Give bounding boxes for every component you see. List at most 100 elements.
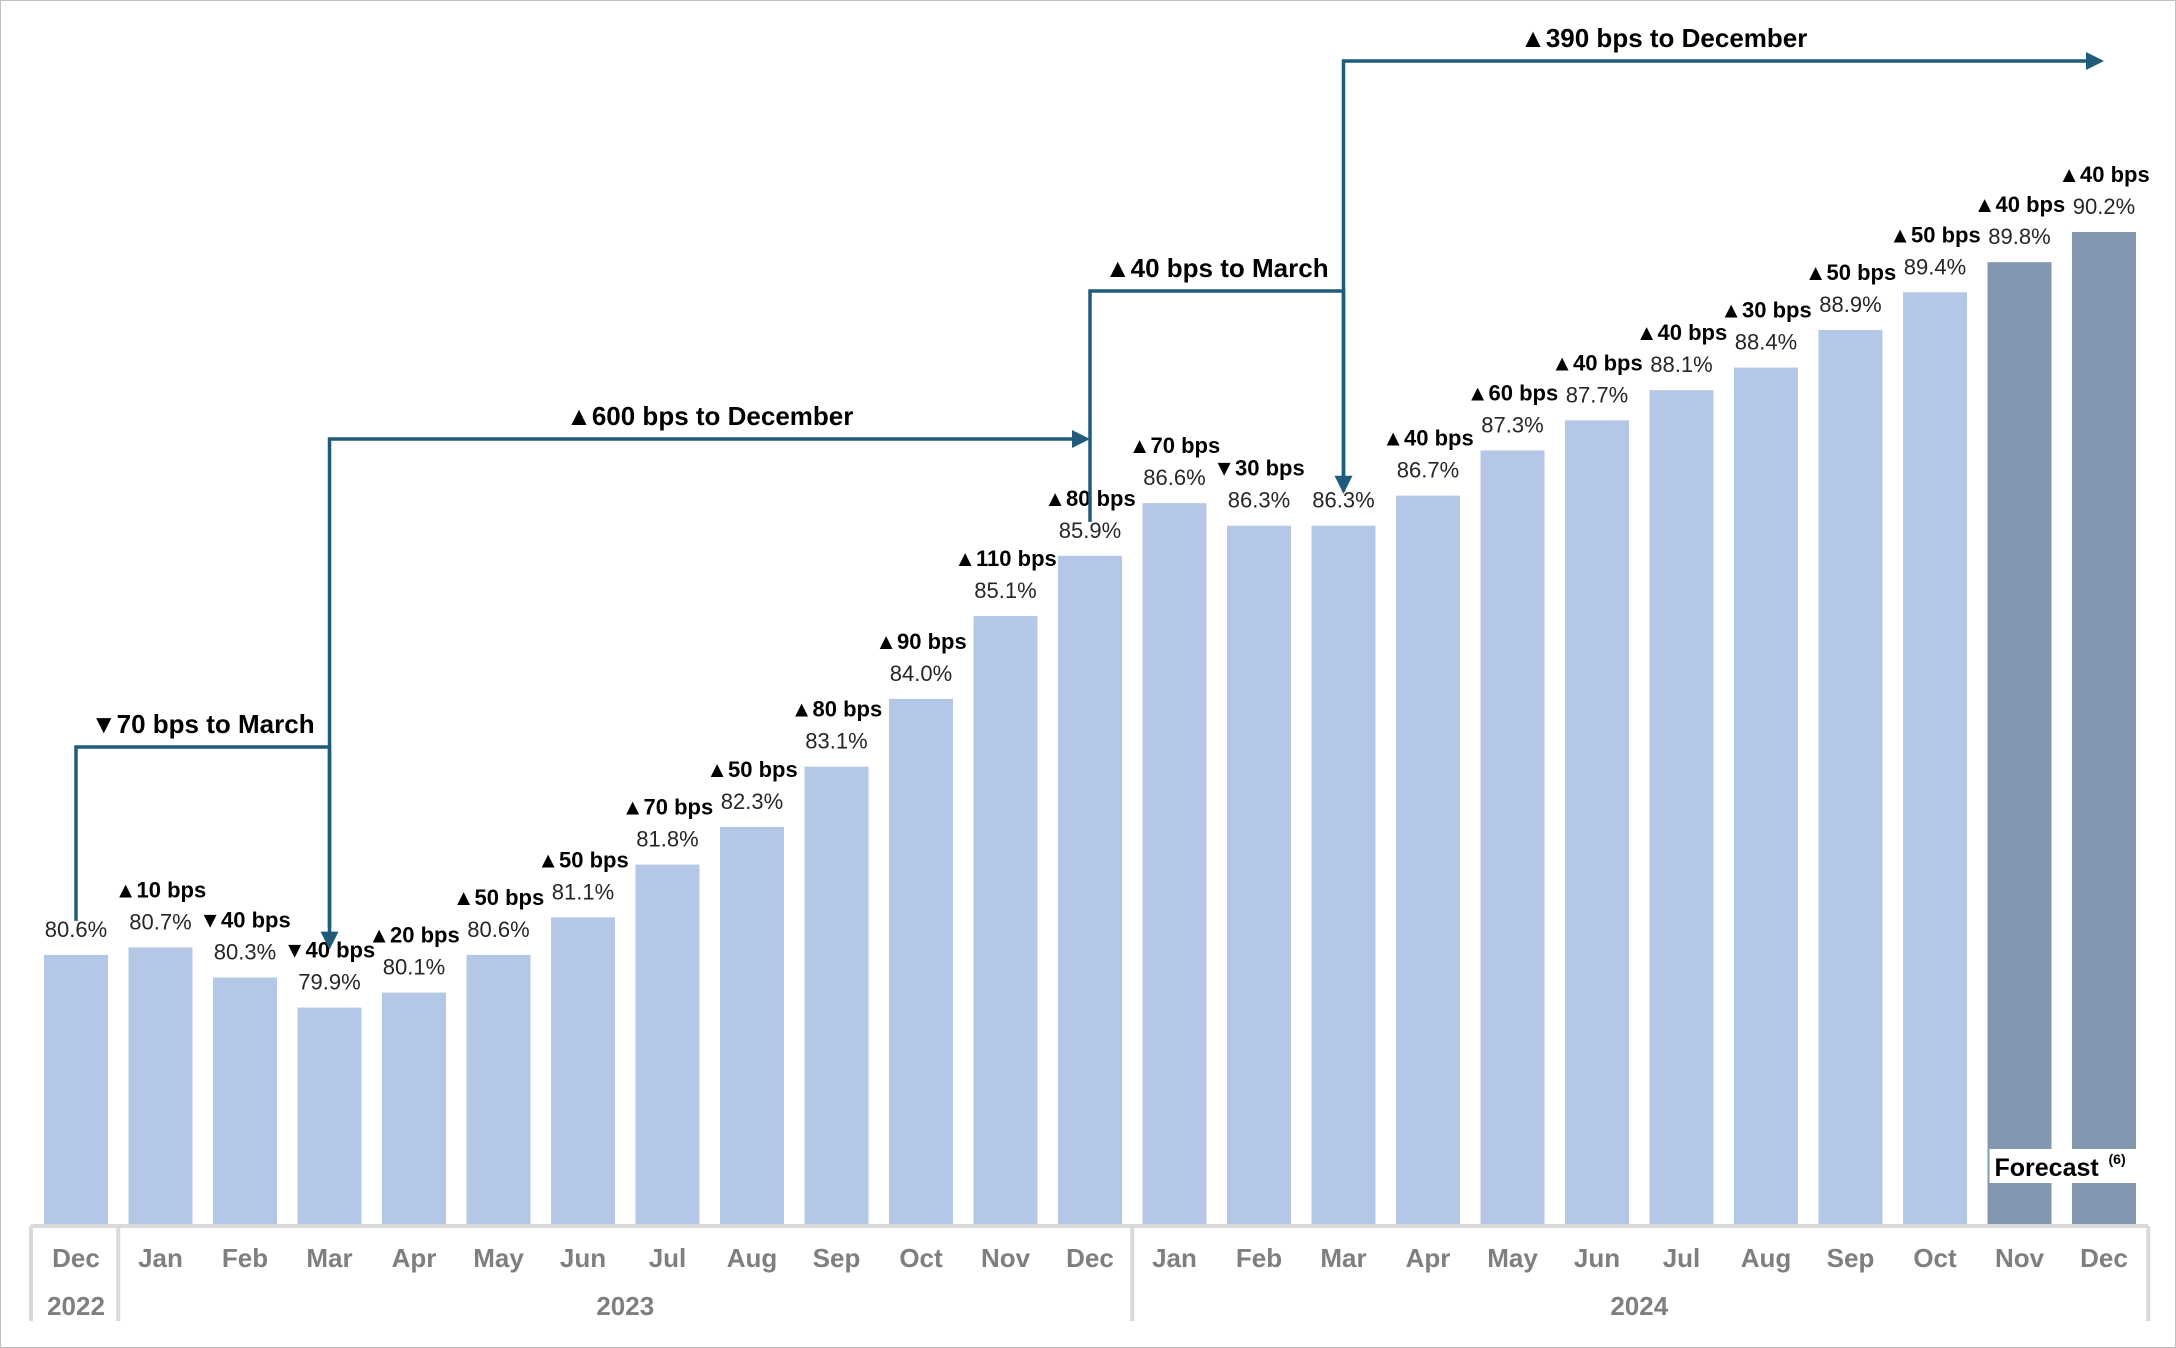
bar	[1396, 495, 1460, 1227]
change-label: ▲60 bps	[1467, 380, 1558, 405]
bar	[44, 954, 108, 1226]
bar	[551, 917, 615, 1226]
annotations-group: ▼70 bps to March ▲600 bps to December ▲40 …	[74, 23, 2104, 950]
x-axis: 2022 2023 2024 Dec Jan Feb Mar Apr May Jun Jul Aug S…	[29, 1224, 2151, 1321]
bar	[1058, 555, 1122, 1226]
change-label: ▲50 bps	[537, 847, 628, 872]
bar	[720, 826, 784, 1226]
bar	[466, 954, 531, 1226]
change-label: ▲10 bps	[115, 877, 206, 902]
value-label: 85.9%	[1059, 518, 1121, 543]
month-tick-label: Nov	[1995, 1243, 2045, 1273]
month-tick-label: Sep	[1827, 1243, 1875, 1273]
value-label: 86.3%	[1228, 488, 1290, 513]
change-label: ▲50 bps	[706, 757, 797, 782]
value-label: 84.0%	[890, 661, 952, 686]
change-label: ▲110 bps	[954, 546, 1057, 571]
value-label: 80.6%	[45, 917, 107, 942]
bracket-annotation-label: ▲600 bps to December	[566, 401, 853, 431]
forecast-badge-bg	[1989, 1149, 2140, 1183]
bracket-annotation-label: ▼70 bps to March	[91, 709, 315, 739]
forecast-bar	[1987, 262, 2052, 1226]
year-label: 2022	[47, 1291, 105, 1321]
month-tick-label: Feb	[222, 1243, 268, 1273]
year-label: 2024	[1610, 1291, 1668, 1321]
change-label: ▲50 bps	[453, 885, 544, 910]
month-tick-label: Mar	[1320, 1243, 1366, 1273]
bracket-arrow-line	[327, 437, 1074, 928]
value-label: 86.6%	[1143, 465, 1205, 490]
month-tick-label: Dec	[1066, 1243, 1114, 1273]
value-label: 88.1%	[1650, 352, 1712, 377]
change-label: ▲40 bps	[2058, 162, 2149, 187]
bracket-annotation-label: ▲40 bps to March	[1105, 253, 1329, 283]
bar	[1565, 420, 1629, 1226]
month-tick-label: Feb	[1236, 1243, 1282, 1273]
bracket-annotation-label: ▲390 bps to December	[1520, 23, 1807, 53]
month-tick-label: Aug	[1741, 1243, 1792, 1273]
value-label: 79.9%	[298, 970, 360, 995]
month-tick-label: Jul	[1663, 1243, 1701, 1273]
change-label: ▼30 bps	[1213, 456, 1304, 481]
change-label: ▲40 bps	[1382, 426, 1473, 451]
month-tick-label: Apr	[1406, 1243, 1451, 1273]
value-label: 80.6%	[467, 917, 529, 942]
bar	[128, 947, 193, 1226]
value-label: 85.1%	[974, 578, 1036, 603]
change-label: ▲30 bps	[1720, 298, 1811, 323]
change-label: ▲40 bps	[1636, 320, 1727, 345]
bars-group	[44, 232, 2136, 1227]
arrow-head	[320, 931, 339, 950]
bar	[1649, 390, 1714, 1226]
forecast-label: Forecast	[1995, 1154, 2100, 1182]
bar	[635, 864, 700, 1226]
value-label: 80.7%	[129, 909, 191, 934]
bar	[1142, 503, 1207, 1226]
value-label: 90.2%	[2073, 194, 2135, 219]
value-label: 86.7%	[1397, 458, 1459, 483]
value-label: 88.9%	[1819, 292, 1881, 317]
month-tick-label: Oct	[1913, 1243, 1957, 1273]
bar	[1311, 525, 1376, 1226]
bar	[973, 616, 1038, 1226]
bar	[213, 977, 277, 1226]
value-label: 87.3%	[1481, 412, 1543, 437]
month-tick-label: Dec	[52, 1243, 100, 1273]
bracket-arrow-line	[1341, 59, 2088, 492]
month-tick-label: Oct	[899, 1243, 943, 1273]
bar	[889, 698, 953, 1226]
year-label: 2023	[596, 1291, 654, 1321]
month-tick-label: Sep	[813, 1243, 861, 1273]
month-tick-label: Jul	[649, 1243, 687, 1273]
bar	[297, 1007, 362, 1226]
month-tick-label: Aug	[727, 1243, 778, 1273]
month-tick-label: Jun	[1574, 1243, 1620, 1273]
value-label: 89.8%	[1988, 224, 2050, 249]
value-label: 89.4%	[1904, 254, 1966, 279]
value-label: 80.1%	[383, 955, 445, 980]
arrow-head	[2086, 52, 2104, 70]
month-tick-label: Jun	[560, 1243, 606, 1273]
value-label: 81.1%	[552, 879, 614, 904]
value-label: 83.1%	[805, 729, 867, 754]
month-tick-label: May	[473, 1243, 524, 1273]
change-label: ▲40 bps	[1551, 350, 1642, 375]
change-label: ▲80 bps	[791, 697, 882, 722]
change-label: ▲90 bps	[875, 629, 966, 654]
forecast-bar	[2072, 232, 2136, 1227]
value-label: 81.8%	[636, 827, 698, 852]
bar	[382, 992, 446, 1226]
month-tick-label: Jan	[138, 1243, 183, 1273]
change-label: ▲70 bps	[622, 795, 713, 820]
bar	[804, 766, 869, 1226]
month-tick-label: Apr	[392, 1243, 437, 1273]
change-label: ▼40 bps	[199, 908, 290, 933]
bar	[1818, 329, 1883, 1226]
value-label: 87.7%	[1566, 382, 1628, 407]
value-label: 82.3%	[721, 789, 783, 814]
month-tick-label: May	[1487, 1243, 1538, 1273]
value-label: 80.3%	[214, 940, 276, 965]
month-tick-label: Jan	[1152, 1243, 1197, 1273]
